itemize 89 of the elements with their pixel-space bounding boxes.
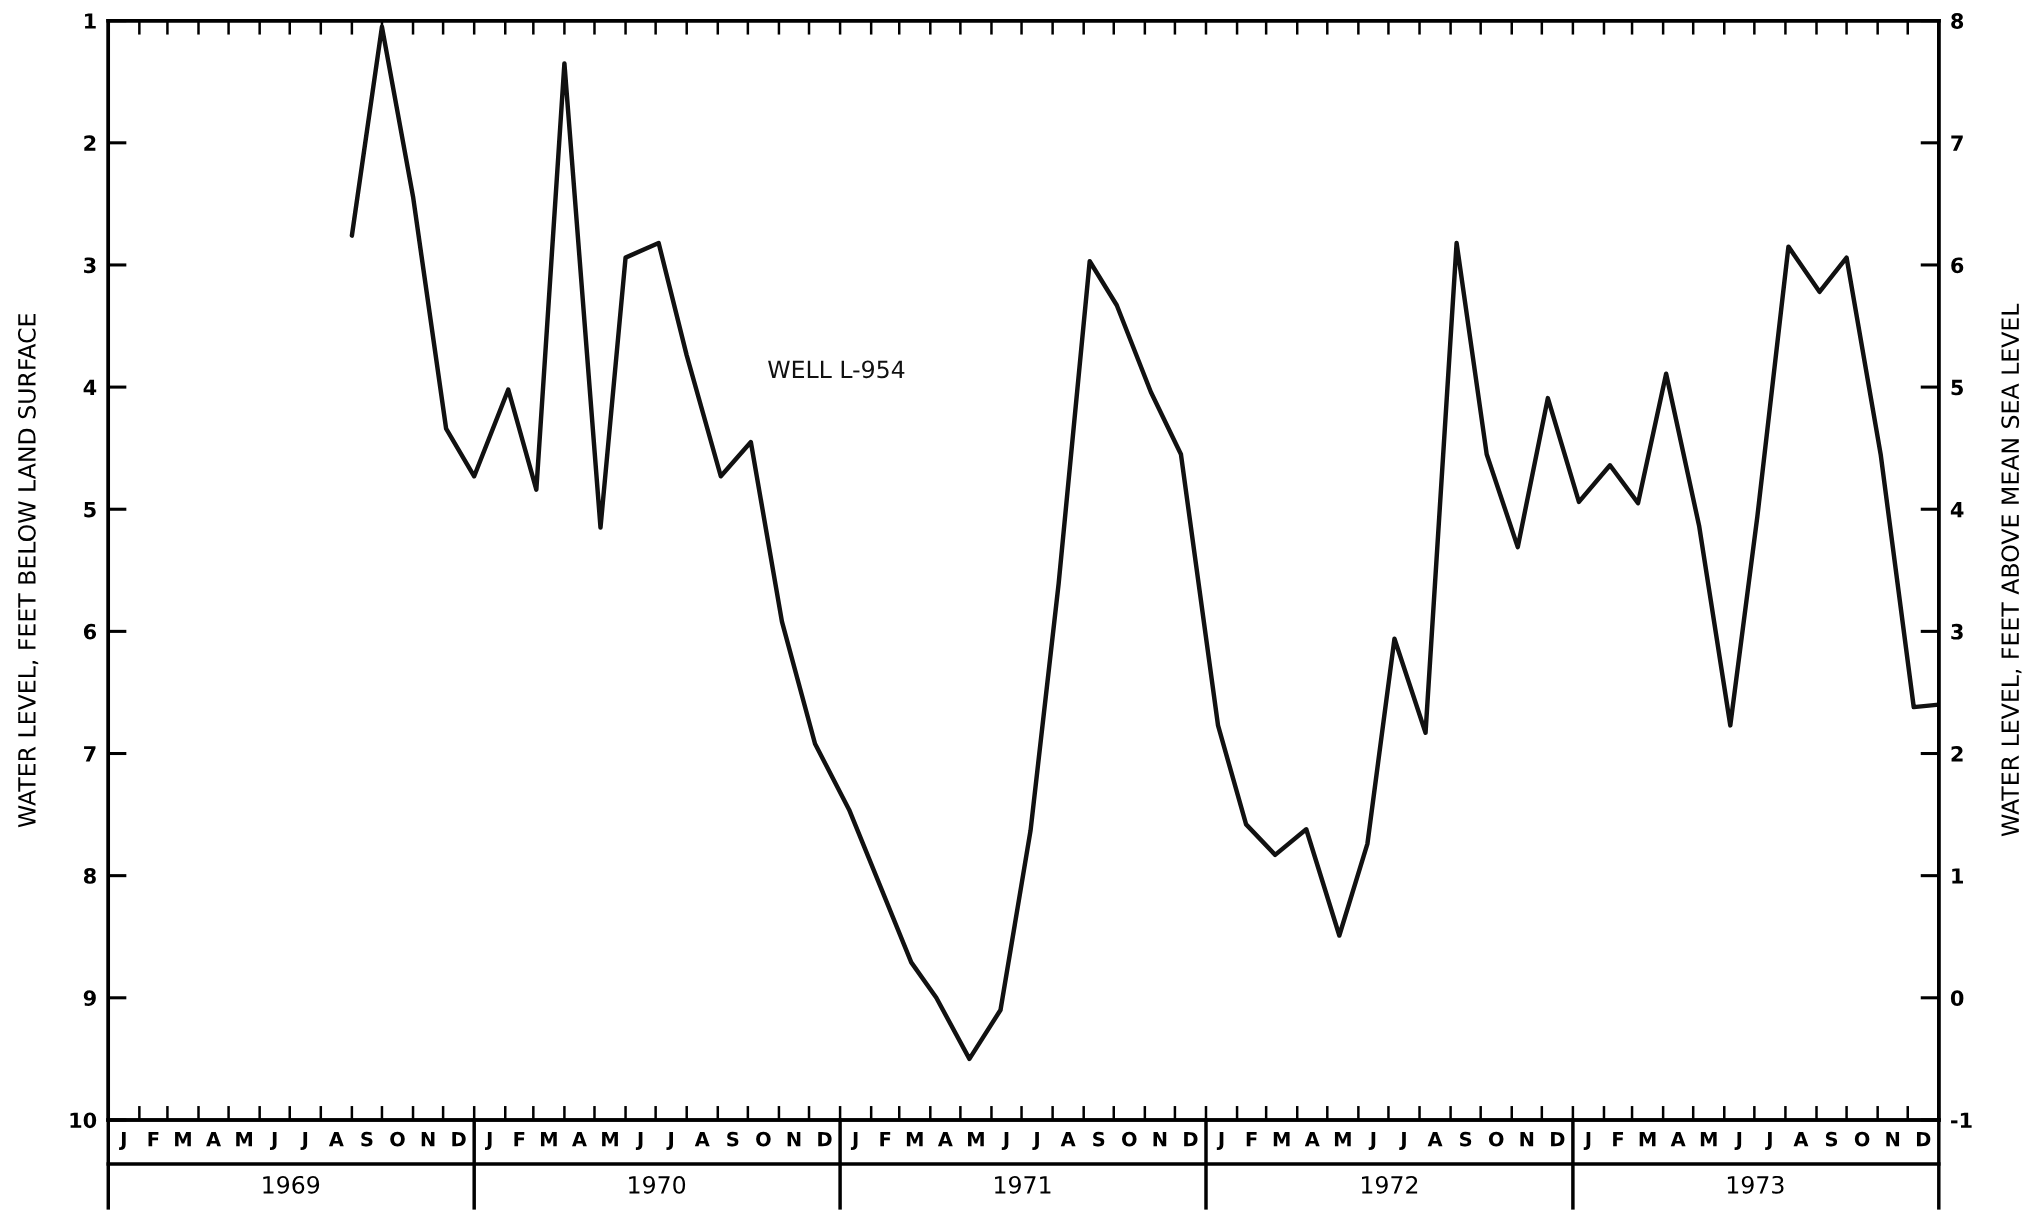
y2-tick-label: 7 [1951, 135, 1963, 151]
y2-tick-label: 5 [1951, 379, 1963, 396]
text: M [1334, 1132, 1351, 1147]
y2-tick-label: 8 [1951, 13, 1964, 29]
text: M [1700, 1132, 1717, 1147]
text: D [452, 1132, 466, 1147]
text: M [236, 1132, 252, 1147]
y-tick-label: 8 [83, 868, 96, 884]
y2-tick-label: 1 [1952, 868, 1963, 884]
text: M [968, 1132, 984, 1147]
y-tick-label: 9 [83, 990, 96, 1007]
text: J [1765, 1132, 1772, 1151]
text: WELL L-954 [768, 360, 905, 379]
text: F [148, 1132, 159, 1147]
text: N [787, 1132, 801, 1147]
text: J [119, 1132, 126, 1151]
text: J [635, 1132, 643, 1151]
x-tick-label: 1970 [629, 1175, 686, 1194]
text: M [906, 1132, 923, 1147]
text: F [1613, 1132, 1624, 1147]
text: A [572, 1132, 587, 1147]
text: S [1460, 1131, 1472, 1147]
y-tick-label: 7 [84, 746, 96, 762]
text: M [1273, 1132, 1290, 1147]
y-tick-label: 3 [84, 257, 96, 274]
y-tick-label: 2 [84, 135, 96, 151]
y2-tick-label: 0 [1950, 990, 1964, 1007]
y2-axis-title: WATER LEVEL, FEET ABOVE MEAN SEA LEVEL [2001, 303, 2022, 837]
text: N [1520, 1132, 1534, 1147]
text: F [880, 1132, 891, 1147]
text: J [300, 1132, 308, 1151]
y-axis-title: WATER LEVEL, FEET BELOW LAND SURFACE [17, 314, 39, 828]
text: A [1304, 1132, 1320, 1147]
text: A [1427, 1132, 1443, 1147]
text: A [1060, 1132, 1076, 1147]
text: F [514, 1132, 525, 1147]
text: J [1368, 1132, 1376, 1151]
text: A [206, 1132, 221, 1147]
text: D [818, 1132, 832, 1147]
text: N [1153, 1132, 1167, 1147]
line-series [349, 24, 1939, 1062]
x-tick-label: 1969 [263, 1175, 320, 1194]
text: S [1825, 1131, 1838, 1147]
x-tick-label: 1973 [1727, 1175, 1784, 1194]
text: A [694, 1132, 710, 1147]
y-tick-label: 5 [84, 501, 96, 518]
text: J [1032, 1132, 1039, 1151]
text: A [1670, 1132, 1686, 1147]
y-tick-label: 4 [83, 379, 97, 396]
y-tick-label: 10 [70, 1112, 97, 1129]
y-tick-label: 1 [85, 13, 96, 29]
text: A [328, 1132, 344, 1147]
text: O [756, 1131, 771, 1147]
text: M [1639, 1132, 1656, 1147]
text: O [1488, 1131, 1504, 1147]
y2-tick-label: 6 [1951, 257, 1964, 274]
y2-tick-label: 4 [1950, 501, 1964, 518]
text: A [937, 1132, 953, 1147]
text: O [1122, 1131, 1137, 1147]
text: J [1216, 1132, 1224, 1151]
text: J [1583, 1132, 1591, 1151]
y2-tick-label: 3 [1951, 623, 1963, 640]
y2-tick-label: -1 [1951, 1112, 1972, 1128]
text: M [175, 1132, 191, 1147]
text: J [666, 1132, 673, 1151]
text: A [1793, 1132, 1809, 1147]
x-tick-label: 1971 [995, 1175, 1051, 1194]
text: S [727, 1131, 739, 1147]
text: F [1246, 1132, 1257, 1147]
text: J [850, 1132, 858, 1151]
y2-tick-label: 2 [1951, 745, 1963, 762]
text: S [1093, 1131, 1105, 1147]
text: O [1854, 1131, 1870, 1147]
text: M [540, 1132, 557, 1147]
text: N [421, 1132, 435, 1147]
text: N [1886, 1132, 1900, 1147]
y-tick-label: 6 [83, 623, 97, 640]
text: M [602, 1132, 618, 1147]
text: S [361, 1131, 373, 1147]
text: J [1734, 1132, 1742, 1151]
x-tick-label: 1972 [1362, 1175, 1418, 1194]
text: D [1184, 1132, 1198, 1147]
text: J [1399, 1132, 1406, 1151]
text: J [1001, 1132, 1009, 1151]
text: D [1551, 1132, 1565, 1147]
text: J [485, 1132, 492, 1151]
text: O [390, 1131, 405, 1147]
text: D [1916, 1132, 1931, 1147]
text: J [269, 1132, 277, 1151]
